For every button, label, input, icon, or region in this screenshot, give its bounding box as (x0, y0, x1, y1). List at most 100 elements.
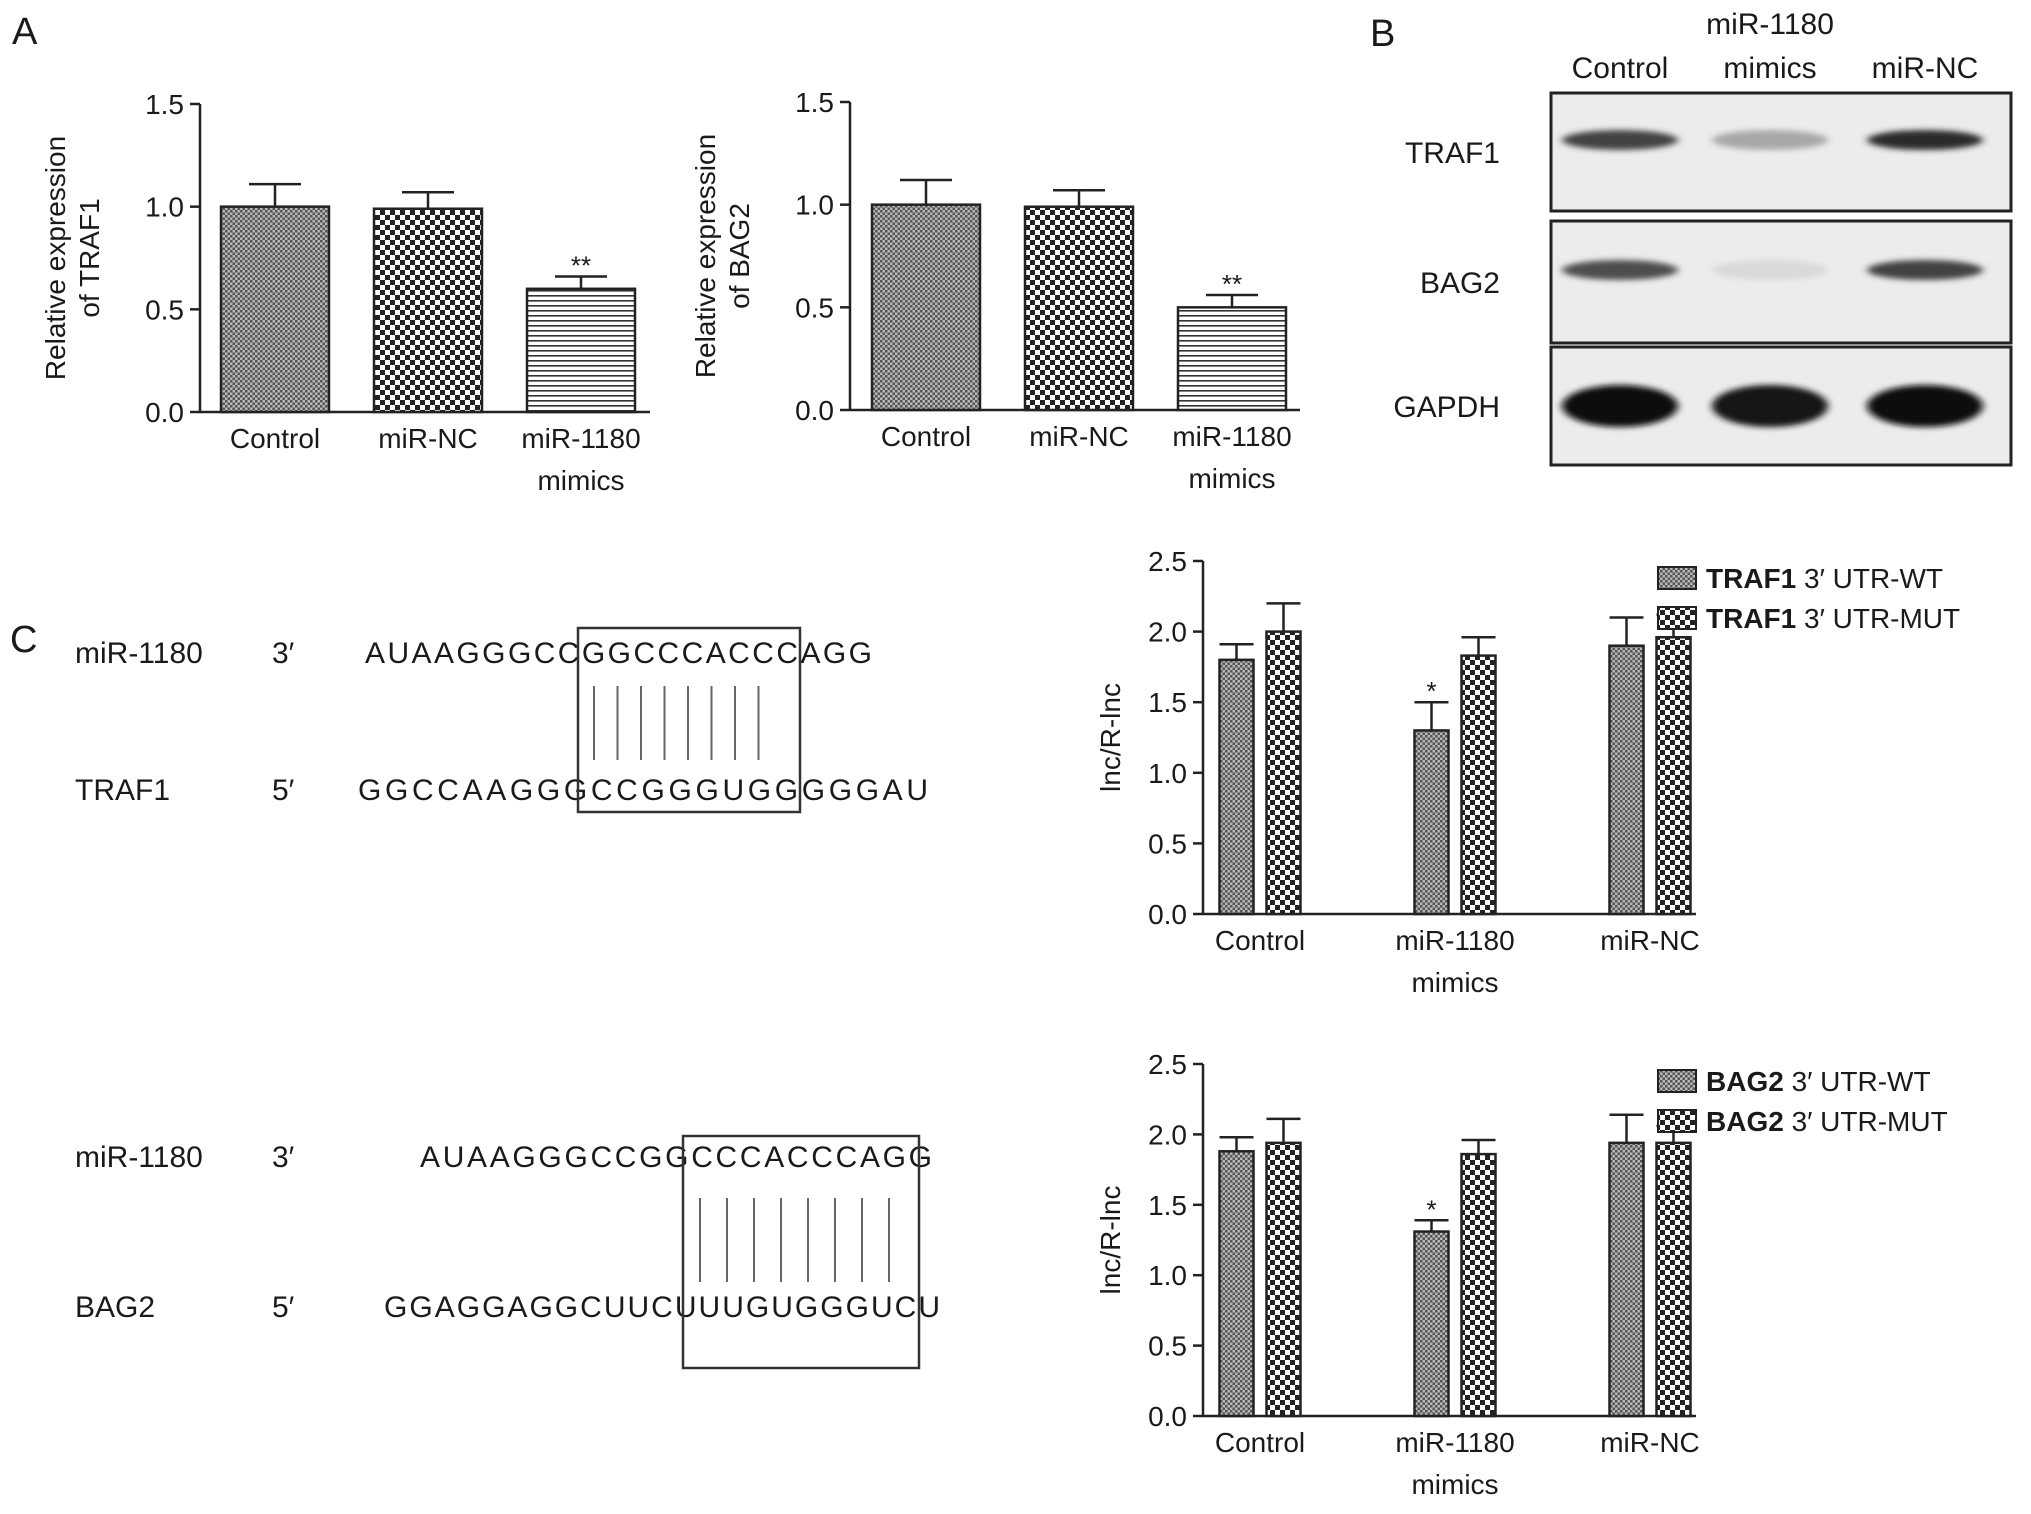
y-tick-label: 0.5 (1148, 828, 1187, 859)
bar-wt (1218, 1150, 1255, 1418)
blot-band (1867, 385, 1983, 427)
y-tick-label: 1.0 (145, 192, 184, 223)
y-axis-title: Relative expression (40, 136, 71, 380)
x-tick-label: miR-1180 (1172, 421, 1291, 452)
blot-row-label: GAPDH (1393, 391, 1500, 424)
panel-label-c: C (10, 619, 37, 661)
legend-entry: BAG2 3′ UTR-WT (1706, 1066, 1931, 1097)
legend-construct: 3′ UTR-MUT (1796, 603, 1960, 634)
alignment-mirna-sequence: AUAAGGGCCGGCCCACCCAGG (420, 1141, 932, 1174)
blot-band (1562, 385, 1678, 427)
y-tick-label: 1.0 (1148, 758, 1187, 789)
x-tick-label: miR-NC (378, 423, 478, 454)
blot-column-label: Control (1572, 52, 1669, 85)
bar-mut (1460, 1152, 1497, 1418)
chart-traf1-luciferase: 0.0 0.5 1.0 1.5 2.0 2.5 lnc/R-lnc Control * miR-1… (1095, 546, 1960, 998)
y-axis-title: Relative expression (690, 134, 721, 378)
bar-mut (1265, 1141, 1302, 1418)
blot-strip (1549, 91, 2013, 213)
blot-column-label: miR-NC (1872, 52, 1979, 85)
legend-swatch (1657, 1069, 1697, 1093)
panel-label-b: B (1370, 13, 1395, 55)
bar (1176, 306, 1288, 412)
alignment-mirna-end: 3′ (272, 1141, 295, 1174)
bar-mut (1265, 630, 1302, 916)
x-tick-label: mimics (537, 465, 624, 496)
alignment-target-name: BAG2 (75, 1291, 155, 1324)
bar (1023, 205, 1135, 412)
bar-wt (1413, 1230, 1450, 1418)
alignment-mirna-name: miR-1180 (75, 1141, 203, 1174)
y-tick-label: 2.0 (1148, 1119, 1187, 1150)
alignment-target-name: TRAF1 (75, 774, 170, 807)
alignment-target-end: 5′ (272, 774, 295, 807)
alignment-mirna-sequence: AUAAGGGCCGGCCCACCCAGG (365, 637, 872, 670)
legend-gene: BAG2 (1706, 1106, 1784, 1137)
legend-entry: TRAF1 3′ UTR-WT (1706, 563, 1943, 594)
western-blot: Control miR-1180 mimics miR-NC TRAF1 BAG2 GAPD… (1393, 8, 2013, 467)
blot-band (1712, 260, 1828, 280)
y-tick-label: 1.0 (795, 190, 834, 221)
y-tick-label: 1.0 (1148, 1260, 1187, 1291)
x-tick-label: miR-NC (1029, 421, 1129, 452)
y-tick-label: 2.0 (1148, 617, 1187, 648)
blot-row-label: BAG2 (1420, 267, 1500, 300)
blot-band (1562, 260, 1678, 280)
bar (219, 205, 331, 414)
y-axis-title: lnc/R-lnc (1095, 1186, 1126, 1295)
alignment-mirna-end: 3′ (272, 637, 295, 670)
blot-column-label: miR-1180 (1706, 8, 1834, 41)
bar (525, 287, 637, 414)
y-tick-label: 0.0 (1148, 1401, 1187, 1432)
y-tick-label: 1.5 (795, 87, 834, 118)
bar (372, 207, 484, 414)
bar-wt (1413, 729, 1450, 916)
seed-region-box (576, 626, 802, 814)
legend-swatch (1657, 566, 1697, 590)
y-tick-label: 2.5 (1148, 1049, 1187, 1080)
legend-swatch (1657, 606, 1697, 630)
y-tick-label: 0.0 (145, 397, 184, 428)
alignment-traf1: miR-1180 3′ AUAAGGGCCGGCCCACCCAGG TRAF1 5′ GG… (75, 626, 928, 814)
bar (870, 203, 982, 412)
y-axis-title: lnc/R-lnc (1095, 683, 1126, 792)
y-tick-label: 0.0 (795, 395, 834, 426)
x-tick-label: miR-NC (1600, 925, 1700, 956)
y-tick-label: 0.5 (795, 292, 834, 323)
x-tick-label: mimics (1188, 463, 1275, 494)
legend-gene: TRAF1 (1706, 563, 1796, 594)
y-tick-label: 0.5 (145, 294, 184, 325)
y-tick-label: 2.5 (1148, 546, 1187, 577)
blot-band (1867, 260, 1983, 280)
alignment-bag2: miR-1180 3′ AUAAGGGCCGGCCCACCCAGG BAG2 5′ GGA… (75, 1134, 940, 1370)
legend-construct: 3′ UTR-WT (1784, 1066, 1931, 1097)
significance-label: ** (1222, 269, 1242, 299)
chart-bag2-luciferase: 0.0 0.5 1.0 1.5 2.0 2.5 lnc/R-lnc Control * miR-1… (1095, 1049, 1948, 1500)
alignment-target-sequence: GGCCAAGGGCCGGGUGGGGGAU (358, 774, 928, 807)
alignment-target-sequence: GGAGGAGGCUUCUUUGUGGGUCU (384, 1291, 940, 1324)
bar-mut (1655, 1141, 1692, 1418)
x-tick-label: miR-1180 (1395, 1427, 1514, 1458)
alignment-mirna-name: miR-1180 (75, 637, 203, 670)
y-tick-label: 0.0 (1148, 899, 1187, 930)
bar-wt (1608, 644, 1645, 916)
x-tick-label: miR-1180 (1395, 925, 1514, 956)
chart-traf1-expression: 0.0 0.5 1.0 1.5 Relative expression of TRAF1 C… (40, 89, 650, 496)
significance-label: * (1426, 1194, 1436, 1224)
x-tick-label: mimics (1411, 1469, 1498, 1500)
legend-entry: BAG2 3′ UTR-MUT (1706, 1106, 1948, 1137)
y-tick-label: 1.5 (1148, 1190, 1187, 1221)
y-axis-title: of TRAF1 (74, 198, 105, 317)
x-tick-label: Control (1215, 1427, 1305, 1458)
x-tick-label: Control (1215, 925, 1305, 956)
legend-entry: TRAF1 3′ UTR-MUT (1706, 603, 1960, 634)
significance-label: ** (571, 250, 591, 280)
y-tick-label: 1.5 (145, 89, 184, 120)
legend-construct: 3′ UTR-MUT (1784, 1106, 1948, 1137)
seed-region-box (681, 1134, 921, 1370)
blot-band (1562, 130, 1678, 150)
legend-gene: BAG2 (1706, 1066, 1784, 1097)
y-tick-label: 1.5 (1148, 687, 1187, 718)
bar-wt (1218, 658, 1255, 916)
